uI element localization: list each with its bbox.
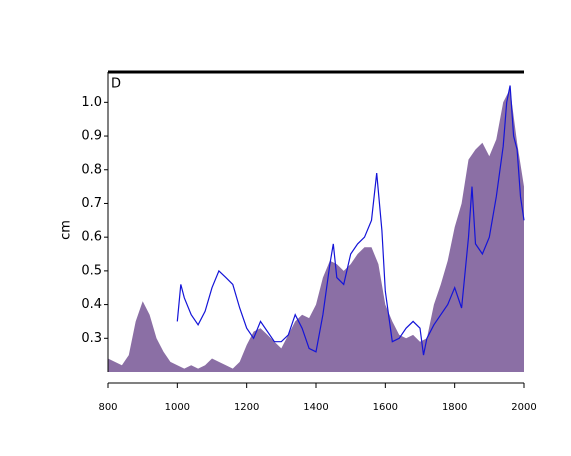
x-tick-label: 1000 — [165, 402, 190, 413]
line — [176, 85, 525, 356]
y-tick-label: 0.4 — [81, 297, 102, 312]
x-tick-label: 800 — [98, 402, 117, 413]
x-tick-label: 1200 — [234, 402, 259, 413]
y-tick-label: 1.0 — [81, 95, 102, 110]
x-tick-label: 2000 — [511, 402, 536, 413]
x-tick-label: 1400 — [303, 402, 328, 413]
x-tick-label: 1600 — [373, 402, 398, 413]
y-tick-label: 0.9 — [81, 129, 102, 144]
y-tick-label: 0.7 — [81, 196, 102, 211]
area — [108, 88, 524, 373]
x-tick-label: 1800 — [442, 402, 467, 413]
y-tick-label: 0.8 — [81, 162, 102, 177]
y-tick-label: 0.6 — [81, 230, 102, 245]
y-tick-label: 0.5 — [81, 263, 102, 278]
panel-label: D — [111, 77, 121, 92]
y-axis-label: cm — [59, 220, 74, 240]
y-tick-label: 0.3 — [81, 331, 102, 346]
